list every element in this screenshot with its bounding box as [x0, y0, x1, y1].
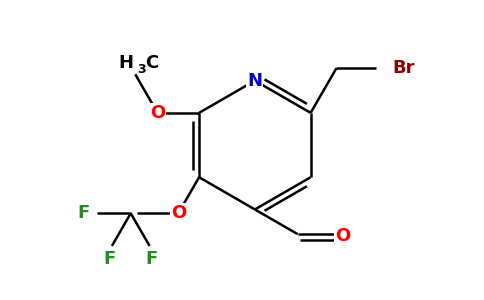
Text: O: O	[150, 104, 165, 122]
Text: Br: Br	[392, 59, 414, 77]
Text: F: F	[104, 250, 116, 268]
Text: O: O	[335, 227, 350, 245]
Text: C: C	[145, 54, 158, 72]
Text: 3: 3	[137, 63, 146, 76]
Text: F: F	[77, 204, 89, 222]
Text: F: F	[145, 250, 158, 268]
Text: N: N	[247, 72, 262, 90]
Text: H: H	[118, 54, 133, 72]
Text: O: O	[171, 204, 186, 222]
